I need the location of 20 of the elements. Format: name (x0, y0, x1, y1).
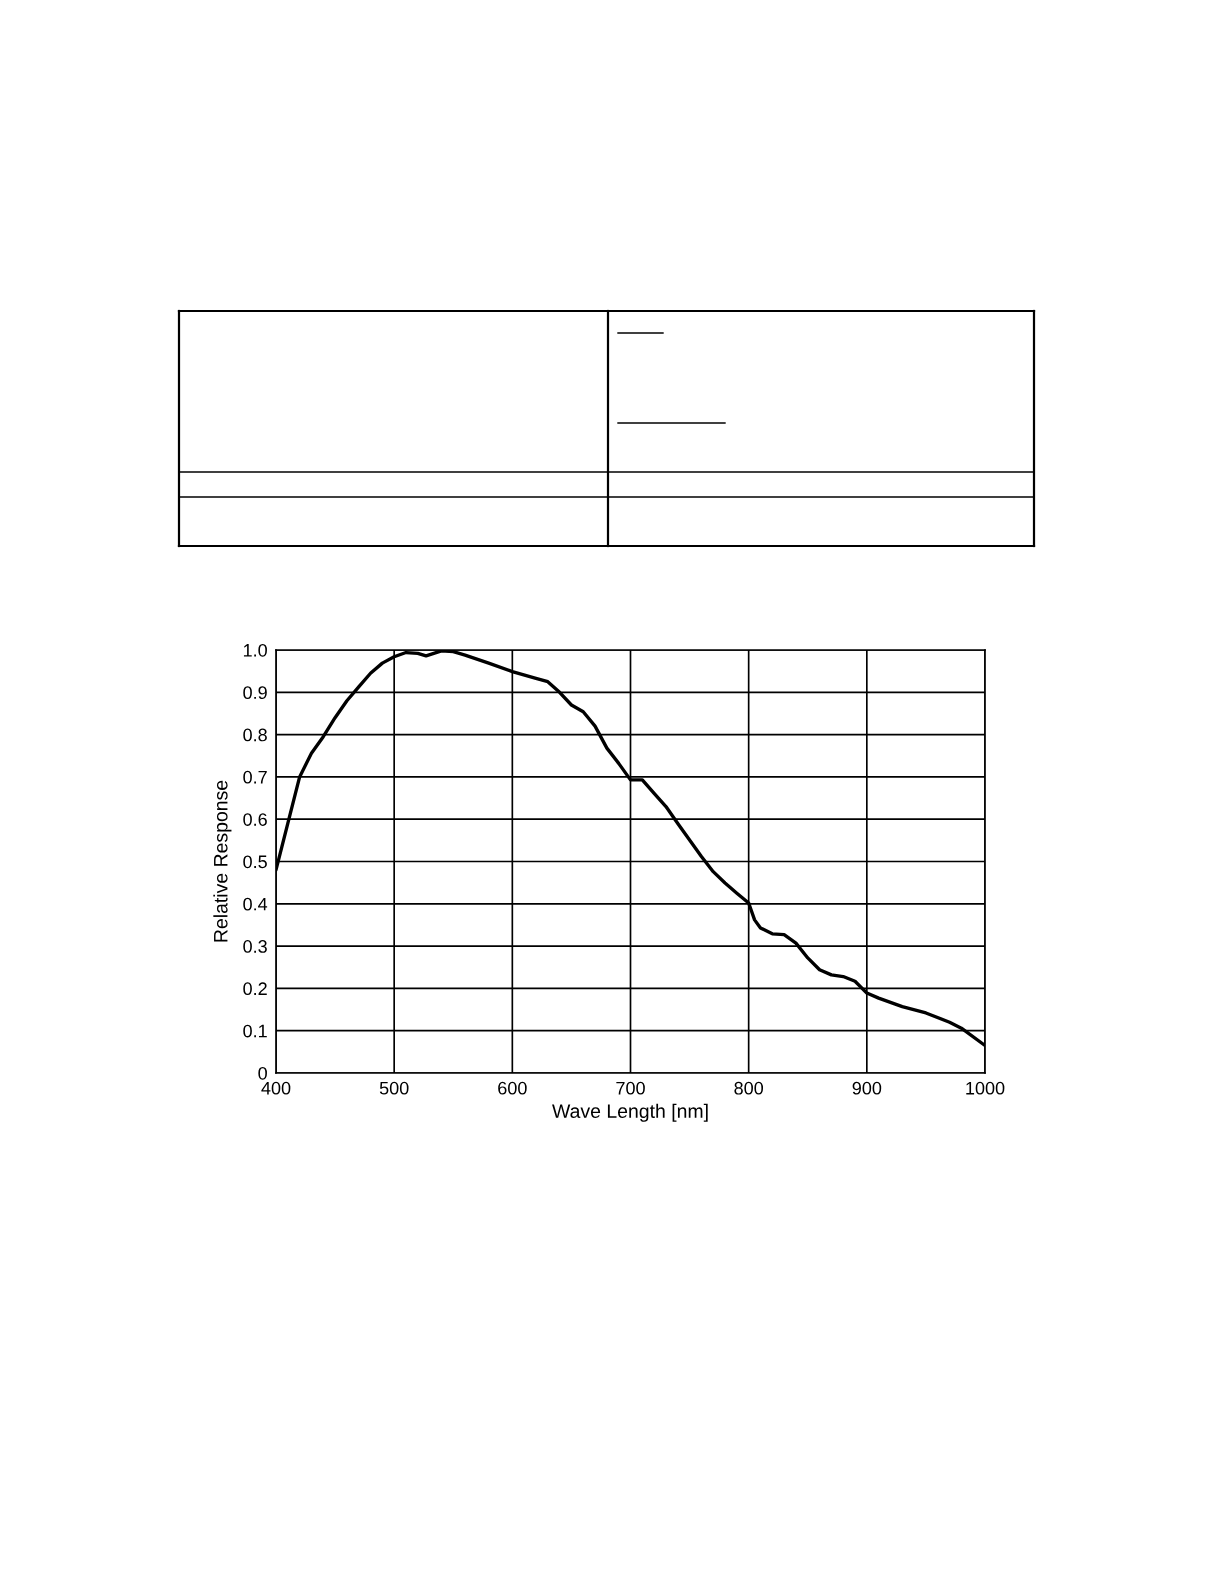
y-tick-label: 1.0 (243, 643, 267, 657)
x-tick-label: 900 (852, 1081, 882, 1095)
x-tick-label: 600 (498, 1081, 527, 1095)
y-tick-label: 0.2 (243, 982, 267, 996)
y-tick-label: 0.4 (243, 897, 268, 911)
y-tick-label: 0.8 (243, 728, 267, 742)
y-tick-label: 0.9 (243, 686, 267, 700)
x-tick-label: 700 (616, 1081, 645, 1095)
y-tick-label: 0.6 (243, 813, 267, 826)
y-tick-label: 0.3 (243, 940, 267, 953)
x-tick-label: 800 (734, 1081, 764, 1095)
x-tick-label: 400 (261, 1081, 291, 1095)
y-axis-title: Relative Response (213, 780, 232, 942)
y-tick-label: 0.7 (243, 770, 267, 784)
y-tick-label: 0 (258, 1066, 267, 1080)
y-tick-label: 0.1 (243, 1024, 267, 1038)
x-axis-title: Wave Length [nm] (552, 1103, 708, 1122)
y-tick-label: 0.5 (243, 855, 267, 869)
x-tick-label: 1000 (966, 1081, 1005, 1095)
x-tick-label: 500 (379, 1081, 409, 1095)
